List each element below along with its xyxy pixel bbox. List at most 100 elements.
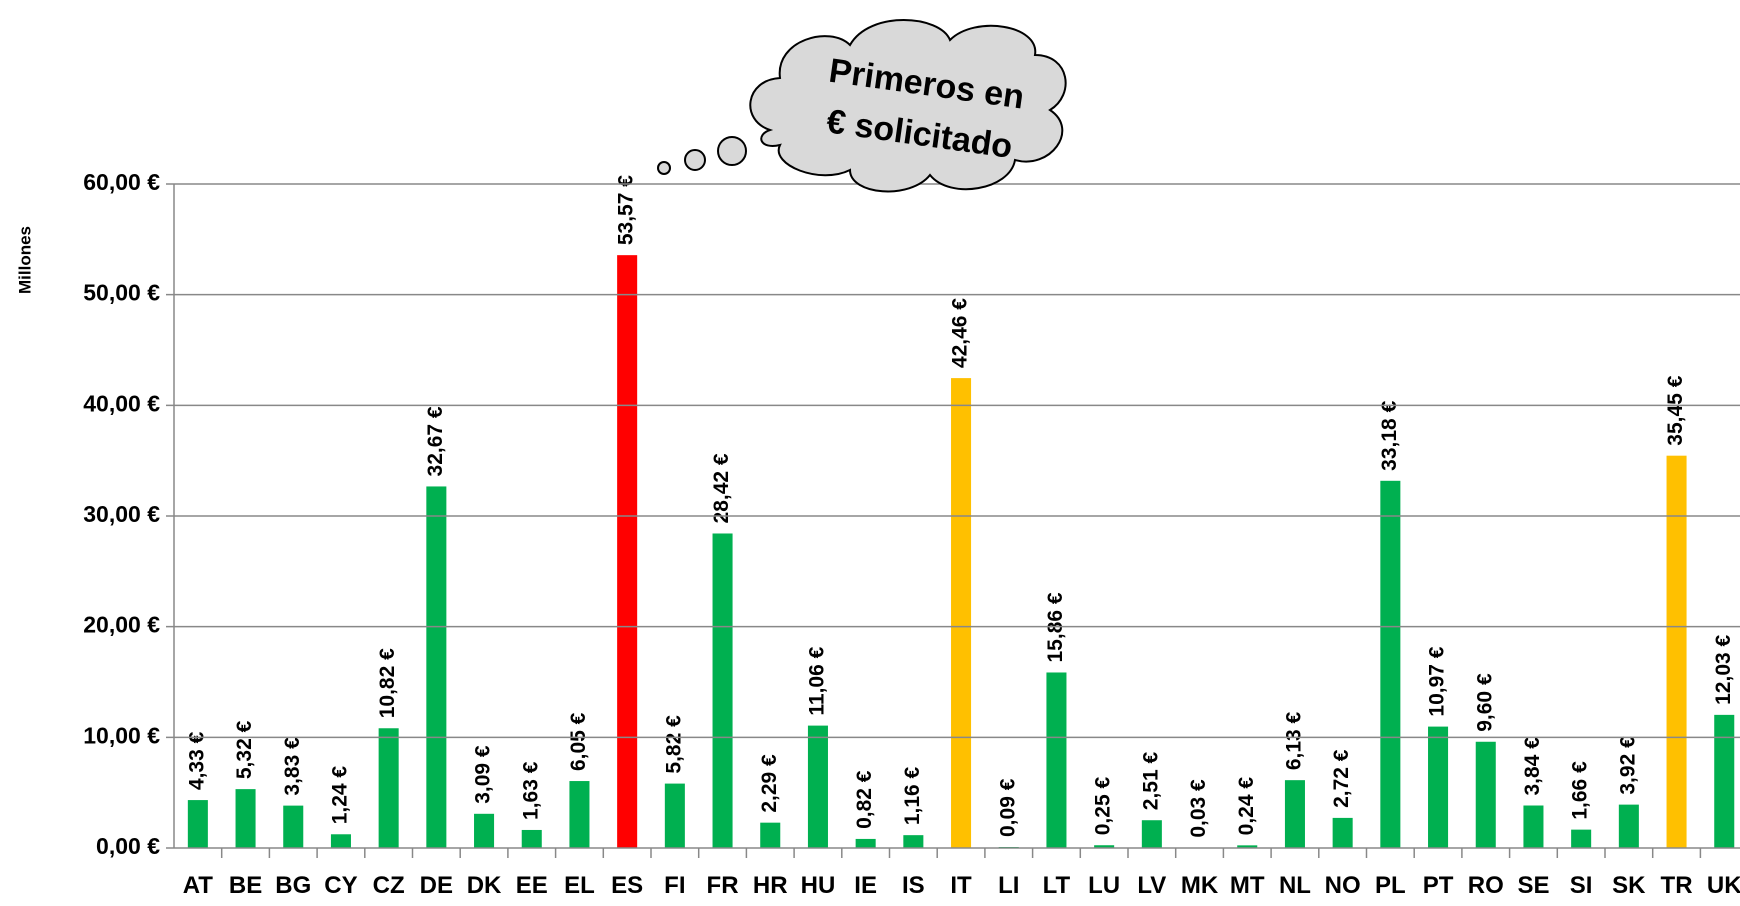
x-tick-label: NO — [1325, 872, 1361, 899]
x-tick-label: UK — [1707, 872, 1740, 899]
x-tick-label: TR — [1661, 872, 1693, 899]
x-tick-label: DE — [420, 872, 453, 899]
bar — [1141, 820, 1162, 848]
x-tick-label: MT — [1230, 872, 1265, 899]
value-label: 28,42 € — [710, 453, 733, 523]
value-label: 2,29 € — [758, 754, 781, 813]
bar — [1523, 805, 1544, 848]
value-label: 6,13 € — [1282, 711, 1305, 770]
value-label: 35,45 € — [1664, 375, 1687, 445]
x-tick-label: HU — [801, 872, 836, 899]
x-tick-label: HR — [753, 872, 788, 899]
bar — [283, 805, 304, 848]
value-label: 3,84 € — [1521, 737, 1544, 796]
value-label: 3,92 € — [1616, 736, 1639, 795]
bar — [1571, 829, 1592, 848]
value-label: 9,60 € — [1473, 673, 1496, 732]
x-tick-label: BG — [275, 872, 311, 899]
bar — [235, 789, 256, 848]
bar — [617, 255, 638, 848]
x-tick-label: CY — [324, 872, 357, 899]
value-label: 2,51 € — [1139, 752, 1162, 811]
x-tick-label: BE — [229, 872, 262, 899]
value-label: 0,03 € — [1187, 779, 1210, 838]
y-axis-label: Millones — [15, 226, 34, 294]
value-label: 1,16 € — [901, 766, 924, 825]
bar — [1380, 480, 1401, 848]
bar — [1332, 817, 1353, 848]
x-tick-label: DK — [467, 872, 502, 899]
bar — [903, 835, 924, 848]
bar — [1094, 845, 1115, 848]
value-label: 6,05 € — [567, 712, 590, 771]
bar — [1618, 804, 1639, 848]
value-label: 3,09 € — [472, 745, 495, 804]
bar — [474, 813, 495, 848]
x-tick-label: AT — [183, 872, 214, 899]
y-tick-label: 40,00 € — [83, 390, 160, 416]
value-label: 3,83 € — [281, 737, 304, 796]
bar — [664, 783, 685, 848]
x-tick-label: MK — [1181, 872, 1219, 899]
y-tick-label: 0,00 € — [96, 833, 160, 859]
value-label: 2,72 € — [1330, 749, 1353, 808]
value-label: 12,03 € — [1712, 634, 1735, 704]
bar — [569, 781, 590, 848]
value-label: 1,66 € — [1569, 761, 1592, 820]
bar — [1475, 741, 1496, 848]
x-tick-label: PL — [1375, 872, 1406, 899]
x-tick-label: FR — [707, 872, 739, 899]
value-label: 4,33 € — [185, 731, 208, 790]
value-label: 10,82 € — [376, 648, 399, 718]
x-tick-label: IS — [902, 872, 925, 899]
y-tick-label: 50,00 € — [83, 280, 160, 306]
bar — [1046, 672, 1067, 848]
x-tick-label: LV — [1137, 872, 1166, 899]
bar — [426, 486, 447, 848]
value-label: 0,09 € — [996, 778, 1019, 837]
x-tick-label: LI — [998, 872, 1019, 899]
bar — [1666, 455, 1687, 848]
bar — [1284, 780, 1305, 848]
x-tick-label: CZ — [373, 872, 405, 899]
x-tick-label: IT — [950, 872, 972, 899]
bar — [807, 725, 828, 848]
bar — [760, 822, 781, 848]
bar — [330, 834, 351, 848]
x-tick-label: RO — [1468, 872, 1504, 899]
y-tick-label: 60,00 € — [83, 169, 160, 195]
value-label: 0,25 € — [1092, 777, 1115, 836]
x-tick-label: NL — [1279, 872, 1311, 899]
bar — [712, 533, 733, 848]
y-tick-label: 10,00 € — [83, 722, 160, 748]
bar — [951, 378, 972, 848]
x-tick-label: IE — [854, 872, 877, 899]
value-label: 11,06 € — [805, 646, 828, 715]
x-tick-label: ES — [611, 872, 643, 899]
value-label: 33,18 € — [1378, 400, 1401, 470]
bar — [855, 838, 876, 848]
value-label: 5,82 € — [662, 715, 685, 774]
value-label: 1,24 € — [328, 766, 351, 825]
bar — [1428, 726, 1449, 848]
bar — [1237, 845, 1258, 848]
x-tick-label: PT — [1423, 872, 1454, 899]
x-tick-label: FI — [664, 872, 685, 899]
value-label: 5,32 € — [233, 720, 256, 779]
x-tick-label: SI — [1570, 872, 1593, 899]
x-tick-label: EL — [564, 872, 595, 899]
y-tick-label: 30,00 € — [83, 501, 160, 527]
value-label: 53,57 € — [615, 175, 638, 245]
x-tick-label: EE — [516, 872, 548, 899]
x-tick-label: SE — [1517, 872, 1549, 899]
x-tick-label: SK — [1612, 872, 1646, 899]
bar — [187, 800, 208, 848]
y-tick-label: 20,00 € — [83, 612, 160, 638]
value-label: 42,46 € — [949, 298, 972, 368]
bar — [1714, 714, 1735, 848]
cloud — [657, 19, 1067, 193]
value-label: 1,63 € — [519, 761, 542, 820]
bar — [378, 728, 399, 848]
